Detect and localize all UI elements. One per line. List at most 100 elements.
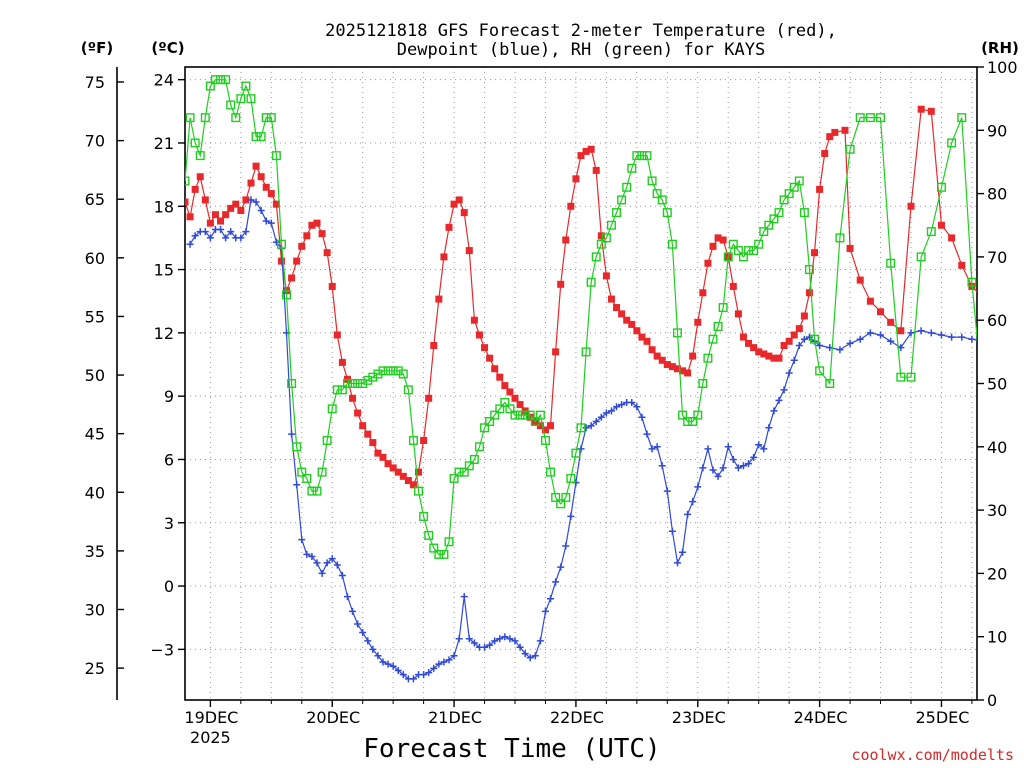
dewpoint-point xyxy=(562,542,570,550)
temperature-point xyxy=(323,249,331,257)
dewpoint-point xyxy=(399,671,407,679)
dewpoint-point xyxy=(217,225,225,233)
rh-point xyxy=(865,113,875,123)
rh-point xyxy=(302,473,312,483)
dewpoint-point xyxy=(699,464,707,472)
rh-point xyxy=(403,385,413,395)
rh-point xyxy=(799,208,809,218)
temperature-point xyxy=(765,352,773,360)
rh-point xyxy=(434,549,444,559)
rh-point xyxy=(551,492,561,502)
dewpoint-point xyxy=(836,346,844,354)
rh-point xyxy=(957,113,967,123)
rh-tick-label: 50 xyxy=(987,375,1007,394)
dewpoint-point xyxy=(257,206,265,214)
temperature-point xyxy=(684,369,692,377)
temperature-point xyxy=(821,150,829,158)
temperature-point xyxy=(552,348,560,356)
rh-point xyxy=(474,442,484,452)
temperature-point xyxy=(440,253,448,261)
temperature-point xyxy=(541,426,549,434)
rh-point xyxy=(713,322,723,332)
rh-point xyxy=(632,151,642,161)
dewpoint-point xyxy=(628,398,636,406)
celsius-tick-label: 12 xyxy=(154,324,174,343)
temperature-point xyxy=(785,337,793,345)
dewpoint-point xyxy=(684,510,692,518)
rh-point xyxy=(464,461,474,471)
rh-tick-label: 20 xyxy=(987,564,1007,583)
dewpoint-point xyxy=(638,413,646,421)
dewpoint-point xyxy=(501,633,509,641)
rh-point xyxy=(647,176,657,186)
source-credit: coolwx.com/modelts xyxy=(851,746,1014,764)
rh-tick-label: 60 xyxy=(987,311,1007,330)
temperature-point xyxy=(979,293,986,300)
rh-point xyxy=(769,214,779,224)
rh-point xyxy=(678,410,688,420)
rh-point xyxy=(967,277,977,287)
dewpoint-point xyxy=(658,462,666,470)
celsius-tick-label: 21 xyxy=(154,134,174,153)
rh-point xyxy=(439,549,449,559)
rh-point xyxy=(282,290,292,300)
celsius-tick-label: 9 xyxy=(164,387,174,406)
rh-point xyxy=(637,151,647,161)
temperature-point xyxy=(755,348,763,356)
series-dewpoint xyxy=(186,196,986,683)
temperature-point xyxy=(252,162,260,170)
temperature-point xyxy=(1019,205,1024,212)
x-tick-label: 25DEC xyxy=(915,708,969,727)
dewpoint-point xyxy=(516,643,524,651)
dewpoint-point xyxy=(719,464,727,472)
dewpoint-point xyxy=(222,234,230,242)
rh-point xyxy=(896,372,906,382)
rh-point xyxy=(383,366,393,376)
rh-point xyxy=(540,435,550,445)
temperature-point xyxy=(267,190,275,198)
dewpoint-point xyxy=(618,401,626,409)
rh-point xyxy=(429,543,439,553)
rh-point xyxy=(612,208,622,218)
dewpoint-point xyxy=(186,240,194,248)
temperature-point xyxy=(460,209,468,217)
temperature-point xyxy=(582,147,590,155)
dewpoint-point xyxy=(247,196,255,204)
temperature-point xyxy=(445,223,453,231)
rh-point xyxy=(642,151,652,161)
rh-point xyxy=(662,208,672,218)
temperature-point xyxy=(359,422,367,430)
rh-point xyxy=(804,265,814,275)
rh-tick-label: 100 xyxy=(987,58,1018,77)
dewpoint-point xyxy=(267,219,275,227)
dewpoint-point xyxy=(979,338,986,345)
temperature-point xyxy=(653,352,661,360)
dewpoint-point xyxy=(536,637,544,645)
celsius-tick-label: 18 xyxy=(154,197,174,216)
rh-point xyxy=(759,227,769,237)
temperature-point xyxy=(288,274,296,282)
temperature-point xyxy=(887,318,895,326)
rh-point xyxy=(332,385,342,395)
rh-point xyxy=(449,473,459,483)
rh-point xyxy=(530,416,540,426)
rh-point xyxy=(292,442,302,452)
temperature-point xyxy=(374,449,382,457)
rh-point xyxy=(500,397,510,407)
chart-title-line-2: Dewpoint (blue), RH (green) for KAYS xyxy=(397,40,765,60)
temperature-point xyxy=(643,337,651,345)
dewpoint-point xyxy=(633,403,641,411)
temperature-point xyxy=(602,272,610,280)
rh-point xyxy=(617,195,627,205)
dewpoint-point xyxy=(557,563,565,571)
rh-point xyxy=(185,113,195,123)
rh-tick-label: 40 xyxy=(987,438,1007,457)
temperature-point xyxy=(470,316,478,324)
rh-point xyxy=(703,353,713,363)
dewpoint-point xyxy=(420,671,428,679)
rh-tick-label: 10 xyxy=(987,628,1007,647)
x-tick-label: 19DEC xyxy=(184,708,238,727)
temperature-point xyxy=(364,430,372,438)
celsius-tick-label: 0 xyxy=(164,577,174,596)
temperature-point xyxy=(450,200,458,208)
